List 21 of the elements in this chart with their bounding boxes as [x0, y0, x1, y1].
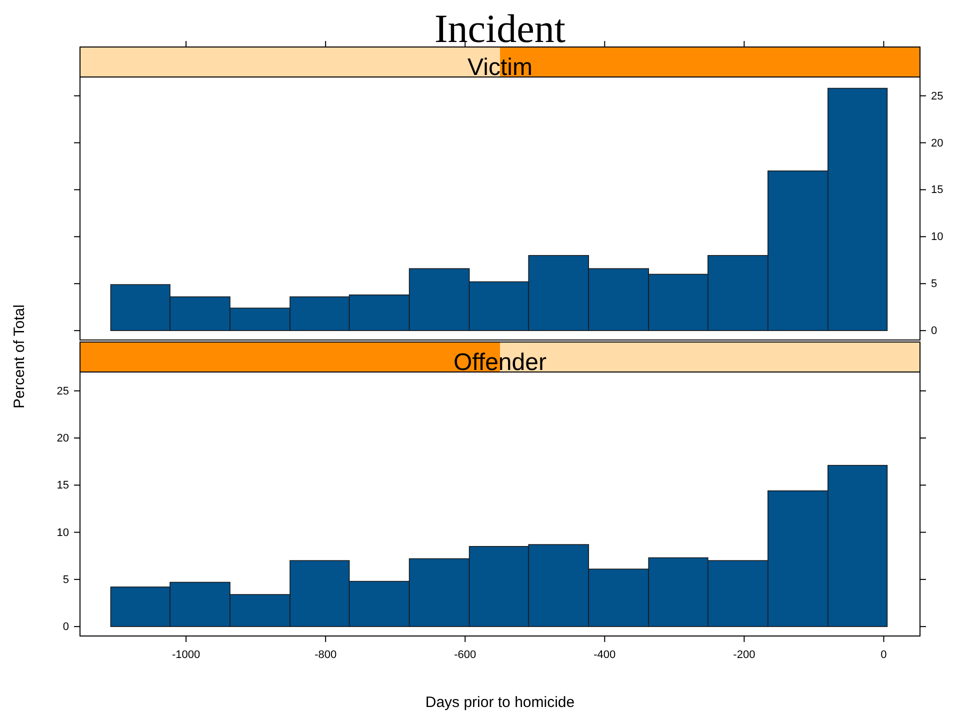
y-tick-label: 10	[56, 526, 69, 539]
y-tick-label: 10	[931, 231, 944, 244]
y-tick-label: 25	[56, 385, 69, 398]
y-tick-label: 15	[56, 480, 69, 492]
x-tick-label: -200	[733, 648, 756, 661]
y-tick-label: 15	[931, 184, 944, 196]
y-tick-label: 5	[62, 574, 69, 586]
y-axis-title: Percent of Total	[11, 304, 28, 408]
x-tick-label: 0	[880, 648, 887, 661]
y-tick-label: 20	[931, 137, 944, 150]
chart-title: Incident	[434, 6, 566, 51]
x-tick-label: -600	[454, 648, 476, 661]
y-tick-label: 5	[931, 278, 938, 290]
x-tick-label: -400	[594, 648, 616, 661]
y-tick-label: 0	[62, 621, 69, 634]
y-tick-label: 0	[931, 325, 938, 338]
y-tick-label: 25	[931, 90, 944, 102]
y-tick-label: 20	[56, 432, 69, 445]
x-tick-label: -1000	[172, 648, 200, 661]
x-axis-title: Days prior to homicide	[425, 694, 575, 711]
x-tick-label: -800	[314, 648, 337, 661]
